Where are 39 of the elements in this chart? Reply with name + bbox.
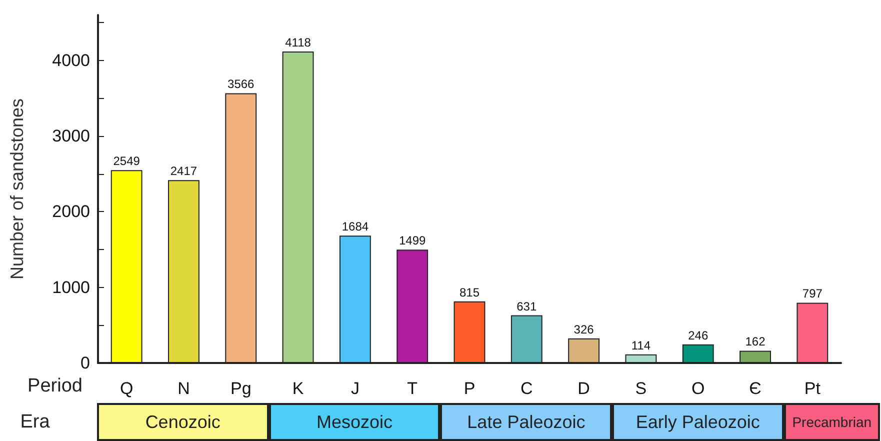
text: Late Paleozoic — [440, 403, 612, 441]
x-tick-label: Q — [120, 379, 134, 398]
x-tick-label: Pg — [230, 379, 252, 398]
text: Mesozoic — [268, 403, 440, 441]
x-tick-label: N — [178, 379, 190, 398]
x-tick-label: P — [464, 379, 476, 398]
x-axis-title: Period — [28, 376, 82, 396]
y-tick-label: 4000 — [52, 50, 90, 70]
x-tick-label: C — [520, 379, 533, 398]
x-tick-label: D — [578, 379, 590, 398]
data-label: 4118 — [285, 35, 312, 50]
data-label: 631 — [516, 299, 537, 314]
y-tick-label: 2000 — [52, 202, 90, 222]
data-label: 2417 — [170, 164, 198, 178]
text: Cenozoic — [97, 403, 269, 441]
data-label: 246 — [688, 328, 708, 342]
text: Era — [20, 412, 50, 432]
text: Precambrian — [784, 403, 880, 441]
text: Early Paleozoic — [612, 403, 784, 441]
data-label: 114 — [631, 338, 651, 352]
data-label: 797 — [802, 286, 823, 301]
data-label: 1499 — [398, 234, 426, 248]
y-tick-label: 3000 — [52, 126, 90, 146]
y-tick-label: 1000 — [52, 278, 90, 297]
x-tick-label: K — [292, 379, 304, 398]
x-tick-label: S — [635, 379, 647, 398]
data-label: 815 — [459, 285, 480, 300]
data-label: 1684 — [342, 220, 369, 234]
x-tick-label: O — [692, 379, 705, 398]
data-label: 2549 — [113, 154, 140, 168]
data-label: 162 — [745, 334, 766, 349]
data-label: 3566 — [228, 77, 255, 92]
y-tick-label: 0 — [80, 354, 90, 372]
x-tick-label: Pt — [804, 379, 821, 398]
x-tick-label: J — [350, 379, 360, 398]
x-tick-label: T — [407, 379, 418, 398]
data-label: 326 — [574, 322, 594, 336]
x-tick-label: Є — [749, 379, 762, 398]
y-axis-title: Number of sandstones — [7, 98, 27, 280]
